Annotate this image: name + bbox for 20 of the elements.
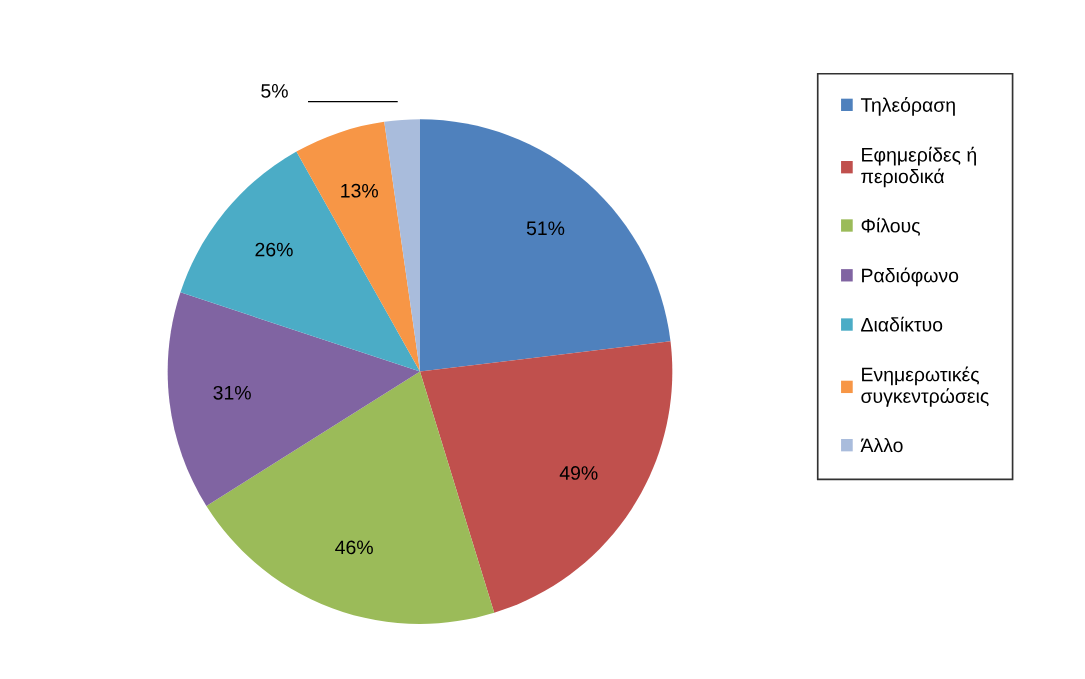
- legend-label: Εφημερίδες ή περιοδικά: [861, 146, 976, 188]
- legend-label: Άλλο: [860, 437, 903, 453]
- pie-slice: [296, 121, 420, 372]
- legend-label: Ραδιόφωνο: [862, 267, 959, 287]
- pie-slice: [420, 119, 671, 372]
- legend-label: Ενημερωτικές συγκεντρώσεις: [861, 366, 989, 407]
- legend-label: Τηλεόραση: [860, 97, 955, 116]
- data-label: 5%: [261, 84, 288, 98]
- pie-slice: [420, 341, 673, 613]
- data-label: 26%: [255, 242, 293, 257]
- pie-slice: [180, 151, 420, 372]
- data-label: 31%: [213, 385, 251, 400]
- legend-label: Διαδίκτυο: [861, 316, 943, 332]
- data-label: 46%: [335, 540, 373, 555]
- legend-label: Φίλους: [861, 217, 920, 236]
- data-label: 51%: [526, 221, 565, 236]
- pie-slice: [206, 371, 495, 624]
- pie-slice: [167, 292, 420, 506]
- data-label: 49%: [559, 466, 598, 480]
- data-label: 13%: [341, 183, 378, 198]
